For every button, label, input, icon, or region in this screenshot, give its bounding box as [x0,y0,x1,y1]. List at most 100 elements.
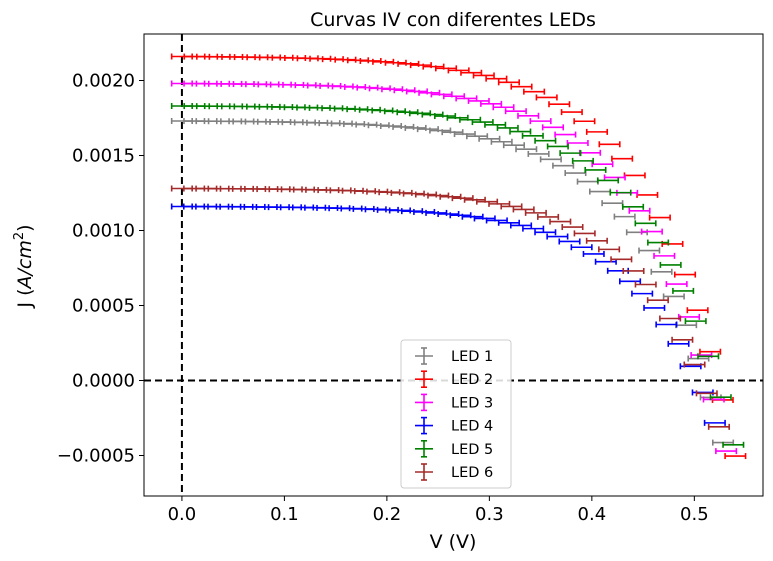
data-point [368,85,391,92]
legend-label: LED 3 [451,395,493,411]
data-point [582,250,605,257]
data-point [480,100,503,107]
data-point [601,200,624,207]
data-point [636,191,659,198]
data-point [662,293,685,300]
data-point [653,252,676,259]
data-point [492,104,515,111]
x-tick-label: 0.2 [373,504,402,525]
data-point [517,112,540,119]
data-point [579,149,602,156]
data-point [598,141,621,148]
data-point [631,290,654,297]
legend-item: LED 5 [415,439,493,458]
data-point [396,109,419,116]
data-point [724,453,747,460]
x-tick-label: 0.1 [270,504,299,525]
y-tick-label: 0.0010 [72,221,135,242]
data-point [549,218,572,225]
data-point [603,174,626,181]
data-point [707,423,730,430]
data-point [381,86,404,93]
data-point [573,118,596,125]
data-point [534,229,557,236]
data-point [400,208,424,215]
data-point [497,79,520,86]
data-point [537,213,560,220]
data-point [598,246,621,253]
series-2 [170,53,747,460]
data-point [722,441,745,448]
data-point [619,278,642,285]
data-point [715,448,738,455]
data-point [591,161,614,168]
data-point [559,150,582,157]
data-point [541,124,565,131]
data-point [504,108,527,115]
data-point [561,224,584,231]
y-tick-label: 0.0015 [72,146,135,167]
data-point [634,220,657,227]
data-point [548,101,571,108]
data-point [585,128,609,135]
data-point [539,156,562,163]
data-point [490,138,513,145]
data-point [510,83,533,90]
data-point [524,209,547,216]
y-tick-label: −0.0005 [57,446,135,467]
data-point [496,124,519,131]
data-point [402,190,425,197]
y-axis-label: J (A/cm2) [12,224,36,308]
data-point [573,230,596,237]
data-point [558,238,581,245]
data-point [647,239,670,246]
x-tick-label: 0.3 [475,504,504,525]
data-point [392,123,415,130]
plot-frame [143,33,764,497]
data-point [697,353,720,360]
data-point [622,267,645,274]
legend-item: LED 6 [415,463,493,481]
data-point [397,60,420,67]
data-point [384,59,407,66]
data-point [585,237,608,244]
series-1 [170,118,735,446]
data-point [383,108,406,115]
data-point [643,304,666,311]
data-point [371,107,394,114]
data-point [484,121,507,128]
data-point [500,203,523,210]
data-point [628,207,651,214]
data-point [677,313,701,320]
data-point [560,109,583,116]
data-point [552,162,575,169]
data-point [659,315,682,322]
data-point [478,135,501,142]
chart-title: Curvas IV con diferentes LEDs [310,9,596,31]
data-point [509,128,532,135]
data-point [695,390,718,397]
data-point [437,210,460,217]
data-point [512,206,535,213]
series-4 [170,203,726,426]
series-6 [170,185,730,430]
series-3 [170,80,738,455]
data-point [485,75,508,82]
data-point [638,247,661,254]
data-point [646,297,669,304]
data-point [527,150,550,157]
data-point [467,97,490,104]
data-point [570,244,593,251]
data-point [404,124,427,131]
data-point [673,271,697,278]
data-point [667,340,690,347]
data-point [684,318,707,325]
data-point [589,188,612,195]
data-point [502,142,526,149]
legend-label: LED 4 [451,419,493,435]
x-tick-label: 0.0 [168,504,197,525]
data-point [650,268,673,275]
data-point [546,233,569,240]
legend-label: LED 2 [451,372,493,388]
